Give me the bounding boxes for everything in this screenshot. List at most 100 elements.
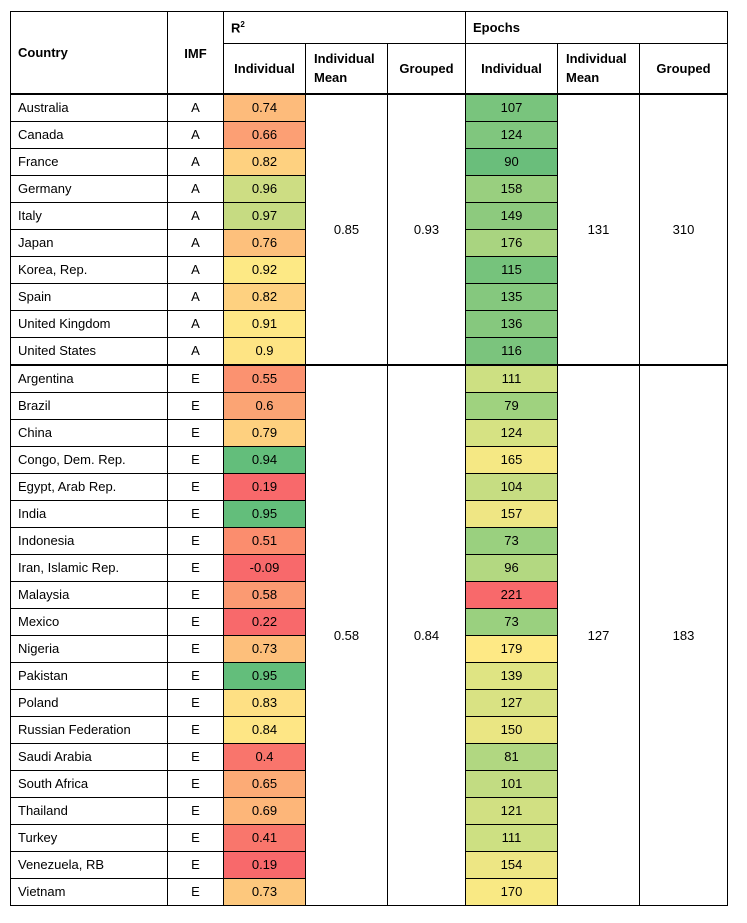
country-cell: Vietnam bbox=[10, 877, 168, 906]
r2-individual-cell: 0.76 bbox=[223, 228, 306, 257]
imf-cell: A bbox=[167, 201, 224, 230]
epochs-individual-cell: 79 bbox=[465, 391, 558, 420]
imf-cell: E bbox=[167, 445, 224, 474]
country-cell: Thailand bbox=[10, 796, 168, 825]
r2-individual-cell: 0.73 bbox=[223, 634, 306, 663]
epochs-grouped-header: Grouped bbox=[639, 43, 728, 95]
r2-individual-cell: 0.92 bbox=[223, 255, 306, 284]
epochs-grouped-cell: 310 bbox=[639, 93, 728, 365]
imf-cell: A bbox=[167, 93, 224, 122]
imf-cell: E bbox=[167, 391, 224, 420]
epochs-individual-mean-cell: 131 bbox=[557, 93, 640, 365]
imf-cell: A bbox=[167, 255, 224, 284]
r2-individual-cell: 0.22 bbox=[223, 607, 306, 636]
imf-cell: A bbox=[167, 228, 224, 257]
r2-individual-cell: 0.82 bbox=[223, 282, 306, 311]
table-row: Pakistan E 0.95 139 bbox=[10, 661, 728, 690]
table-row: Indonesia E 0.51 73 bbox=[10, 526, 728, 555]
country-cell: Congo, Dem. Rep. bbox=[10, 445, 168, 474]
table-row: Nigeria E 0.73 179 bbox=[10, 634, 728, 663]
epochs-individual-cell: 96 bbox=[465, 553, 558, 582]
table-row: Poland E 0.83 127 bbox=[10, 688, 728, 717]
country-cell: Argentina bbox=[10, 363, 168, 393]
epochs-individual-cell: 154 bbox=[465, 850, 558, 879]
r2-individual-cell: 0.73 bbox=[223, 877, 306, 906]
r2-individual-cell: 0.58 bbox=[223, 580, 306, 609]
imf-cell: E bbox=[167, 418, 224, 447]
country-cell: India bbox=[10, 499, 168, 528]
r2-individual-cell: 0.95 bbox=[223, 661, 306, 690]
epochs-individual-cell: 135 bbox=[465, 282, 558, 311]
imf-cell: A bbox=[167, 282, 224, 311]
imf-cell: A bbox=[167, 174, 224, 203]
country-cell: Mexico bbox=[10, 607, 168, 636]
country-cell: Canada bbox=[10, 120, 168, 149]
epochs-individual-cell: 158 bbox=[465, 174, 558, 203]
epochs-individual-cell: 127 bbox=[465, 688, 558, 717]
epochs-individual-cell: 115 bbox=[465, 255, 558, 284]
table-row: Brazil E 0.6 79 bbox=[10, 391, 728, 420]
country-cell: Venezuela, RB bbox=[10, 850, 168, 879]
epochs-individual-cell: 124 bbox=[465, 120, 558, 149]
r2-individual-cell: 0.83 bbox=[223, 688, 306, 717]
imf-cell: E bbox=[167, 499, 224, 528]
imf-cell: A bbox=[167, 120, 224, 149]
epochs-individual-cell: 81 bbox=[465, 742, 558, 771]
imf-cell: E bbox=[167, 715, 224, 744]
country-cell: Russian Federation bbox=[10, 715, 168, 744]
r2-individual-cell: 0.96 bbox=[223, 174, 306, 203]
table-row: Egypt, Arab Rep. E 0.19 104 bbox=[10, 472, 728, 501]
country-cell: Germany bbox=[10, 174, 168, 203]
r2-individual-mean-cell: 0.85 bbox=[305, 93, 388, 365]
r2-individual-cell: 0.41 bbox=[223, 823, 306, 852]
epochs-individual-cell: 121 bbox=[465, 796, 558, 825]
epochs-individual-cell: 73 bbox=[465, 607, 558, 636]
imf-cell: E bbox=[167, 850, 224, 879]
epochs-individual-cell: 136 bbox=[465, 309, 558, 338]
epochs-individual-header: Individual bbox=[465, 43, 558, 95]
epochs-individual-cell: 116 bbox=[465, 336, 558, 365]
r2-individual-cell: 0.69 bbox=[223, 796, 306, 825]
r2-individual-cell: 0.6 bbox=[223, 391, 306, 420]
country-cell: South Africa bbox=[10, 769, 168, 798]
country-cell: Italy bbox=[10, 201, 168, 230]
country-cell: Indonesia bbox=[10, 526, 168, 555]
imf-cell: E bbox=[167, 580, 224, 609]
imf-cell: E bbox=[167, 796, 224, 825]
r2-individual-cell: 0.91 bbox=[223, 309, 306, 338]
r2-individual-mean-cell: 0.58 bbox=[305, 363, 388, 906]
table-row: France A 0.82 90 bbox=[10, 147, 728, 176]
imf-cell: E bbox=[167, 553, 224, 582]
imf-cell: E bbox=[167, 688, 224, 717]
country-cell: Japan bbox=[10, 228, 168, 257]
country-cell: Malaysia bbox=[10, 580, 168, 609]
epochs-individual-cell: 150 bbox=[465, 715, 558, 744]
imf-cell: E bbox=[167, 472, 224, 501]
r2-grouped-cell: 0.93 bbox=[387, 93, 466, 365]
country-header: Country bbox=[10, 11, 168, 95]
country-cell: Pakistan bbox=[10, 661, 168, 690]
imf-cell: E bbox=[167, 607, 224, 636]
r2-individual-header: Individual bbox=[223, 43, 306, 95]
r2-individual-cell: 0.84 bbox=[223, 715, 306, 744]
epochs-individual-cell: 170 bbox=[465, 877, 558, 906]
country-cell: France bbox=[10, 147, 168, 176]
imf-header: IMF bbox=[167, 11, 224, 95]
imf-cell: A bbox=[167, 336, 224, 365]
table-row: Venezuela, RB E 0.19 154 bbox=[10, 850, 728, 879]
imf-cell: E bbox=[167, 526, 224, 555]
epochs-individual-cell: 165 bbox=[465, 445, 558, 474]
epochs-group-header: Epochs bbox=[465, 11, 728, 44]
country-cell: Egypt, Arab Rep. bbox=[10, 472, 168, 501]
r2-individual-cell: 0.95 bbox=[223, 499, 306, 528]
table-row: Thailand E 0.69 121 bbox=[10, 796, 728, 825]
results-table: Country IMF R2 Epochs Individual Individ… bbox=[10, 11, 728, 906]
epochs-individual-cell: 90 bbox=[465, 147, 558, 176]
country-cell: Poland bbox=[10, 688, 168, 717]
r2-individual-cell: 0.4 bbox=[223, 742, 306, 771]
epochs-individual-cell: 221 bbox=[465, 580, 558, 609]
table-row: Korea, Rep. A 0.92 115 bbox=[10, 255, 728, 284]
table-row: Russian Federation E 0.84 150 bbox=[10, 715, 728, 744]
country-cell: Australia bbox=[10, 93, 168, 122]
epochs-individual-cell: 176 bbox=[465, 228, 558, 257]
